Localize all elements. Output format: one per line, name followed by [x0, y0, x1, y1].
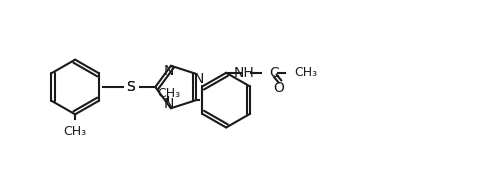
- Text: N: N: [163, 64, 173, 78]
- Text: CH₃: CH₃: [294, 66, 317, 79]
- Text: NH: NH: [233, 66, 254, 80]
- Text: CH₃: CH₃: [157, 87, 180, 100]
- Text: S: S: [126, 80, 135, 94]
- Text: N: N: [163, 97, 173, 111]
- Text: N: N: [193, 72, 204, 86]
- Text: CH₃: CH₃: [64, 125, 87, 138]
- Text: O: O: [274, 81, 284, 95]
- Text: C: C: [269, 66, 279, 80]
- Text: S: S: [126, 80, 135, 94]
